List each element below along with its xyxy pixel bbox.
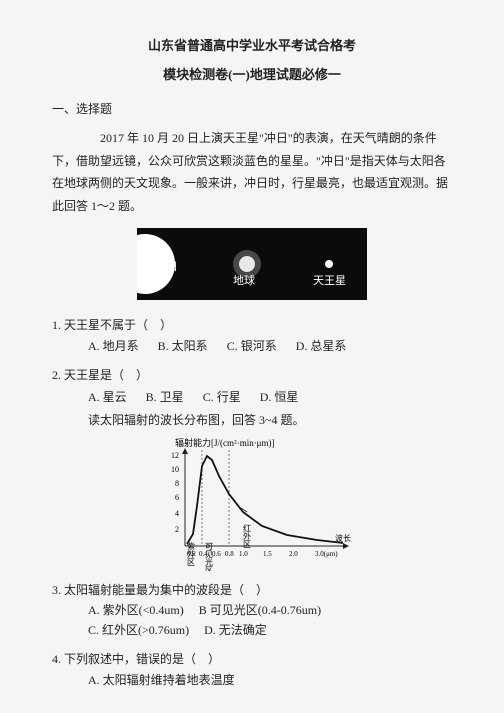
ytick-2: 2 bbox=[175, 525, 179, 534]
q1-opt-d: D. 总星系 bbox=[296, 339, 347, 353]
q2-opt-c: C. 行星 bbox=[203, 390, 241, 404]
q2-opt-b: B. 卫星 bbox=[146, 390, 184, 404]
section-heading: 一、选择题 bbox=[52, 100, 452, 119]
xtick-5: 1.5 bbox=[263, 550, 272, 558]
exam-title: 山东省普通高中学业水平考试合格考 bbox=[52, 36, 452, 57]
earth-label: 地球 bbox=[233, 273, 255, 287]
sun-label: 太阳 bbox=[155, 260, 177, 273]
uv-label: 紫外区 bbox=[187, 542, 196, 566]
xtick-7: 3.0(μm) bbox=[315, 550, 338, 558]
xtick-4: 1.0 bbox=[239, 550, 248, 558]
question-2-options: A. 星云 B. 卫星 C. 行星 D. 恒星 bbox=[88, 388, 452, 407]
q1-opt-b: B. 太阳系 bbox=[158, 339, 208, 353]
ytick-4: 4 bbox=[175, 509, 179, 518]
q3-opt-a: A. 紫外区(<0.4um) bbox=[88, 603, 184, 617]
q1-opt-c: C. 银河系 bbox=[227, 339, 277, 353]
question-2: 2. 天王星是（ ） bbox=[52, 366, 452, 385]
question-1-options: A. 地月系 B. 太阳系 C. 银河系 D. 总星系 bbox=[88, 337, 452, 356]
vis-label: 可见光区 bbox=[205, 542, 214, 571]
q2-opt-a: A. 星云 bbox=[88, 390, 127, 404]
q3-opt-b: B 可见光区(0.4-0.76um) bbox=[199, 603, 321, 617]
uranus-label: 天王星 bbox=[313, 274, 346, 287]
q2-opt-d: D. 恒星 bbox=[260, 390, 299, 404]
earth-icon bbox=[239, 256, 255, 272]
ytick-8: 8 bbox=[175, 479, 179, 488]
uranus-icon bbox=[325, 260, 333, 268]
ytick-12: 12 bbox=[171, 451, 179, 460]
intro-paragraph: 2017 年 10 月 20 日上演天王星"冲日"的表演，在天气晴朗的条件下，借… bbox=[52, 127, 452, 218]
exam-subtitle: 模块检测卷(一)地理试题必修一 bbox=[52, 65, 452, 86]
xtick-3: 0.8 bbox=[225, 550, 234, 558]
question-4: 4. 下列叙述中，错误的是（ ） bbox=[52, 650, 452, 669]
ytick-6: 6 bbox=[175, 493, 179, 502]
q4-opt-a: A. 太阳辐射维持着地表温度 bbox=[88, 671, 452, 690]
xtick-6: 2.0 bbox=[289, 550, 298, 558]
q1-opt-a: A. 地月系 bbox=[88, 339, 139, 353]
ir-label: 红外区 bbox=[243, 523, 252, 548]
q3-opt-c: C. 红外区(>0.76um) bbox=[88, 623, 189, 637]
chart-xlabel: 波长 bbox=[335, 533, 351, 543]
question-3: 3. 太阳辐射能量最为集中的波段是（ ） bbox=[52, 581, 452, 600]
radiation-curve bbox=[187, 456, 343, 544]
q3-opt-d: D. 无法确定 bbox=[204, 623, 267, 637]
figure-opposition-diagram: 太阳 地球 天王星 bbox=[137, 228, 367, 300]
chart-ylabel: 辐射能力[J/(cm²·min·μm)] bbox=[175, 437, 275, 448]
question-3-options: A. 紫外区(<0.4um) B 可见光区(0.4-0.76um) C. 红外区… bbox=[88, 601, 452, 640]
ytick-10: 10 bbox=[171, 465, 179, 474]
question-4-options: A. 太阳辐射维持着地表温度 bbox=[88, 671, 452, 690]
figure-radiation-spectrum: 辐射能力[J/(cm²·min·μm)] 12 10 8 6 4 2 0.2 0… bbox=[147, 436, 357, 571]
hint-3-4: 读太阳辐射的波长分布图，回答 3~4 题。 bbox=[88, 411, 452, 430]
question-1: 1. 天王星不属于（ ） bbox=[52, 316, 452, 335]
